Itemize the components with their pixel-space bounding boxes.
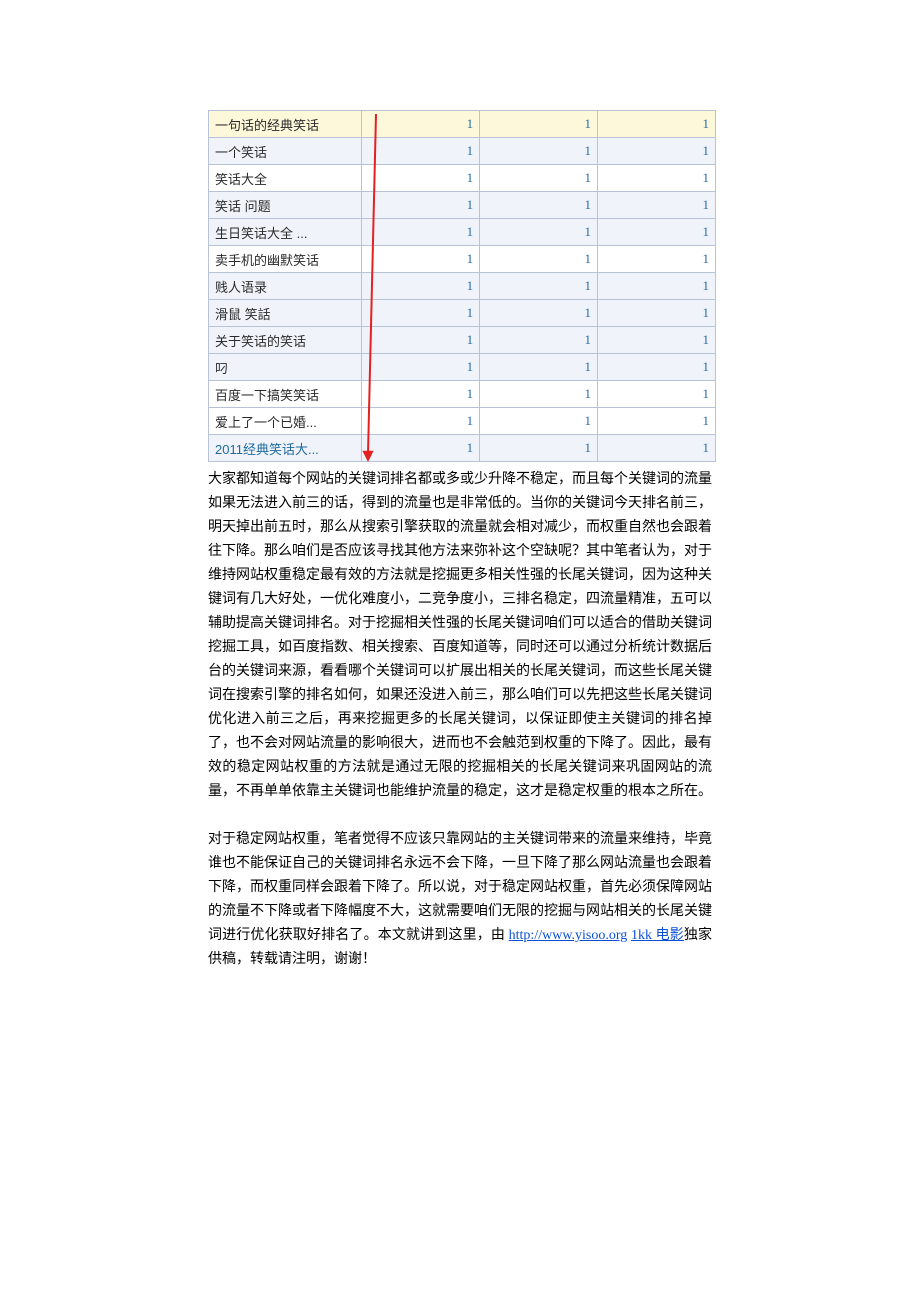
keyword-cell: 一句话的经典笑话 <box>209 111 362 138</box>
value-cell-2: 1 <box>480 354 598 381</box>
value-cell-1: 1 <box>362 138 480 165</box>
source-url-link[interactable]: http://www.yisoo.org <box>509 928 628 943</box>
table-row: 2011经典笑话大...111 <box>209 435 716 462</box>
value-cell-1: 1 <box>362 408 480 435</box>
table-row: 百度一下搞笑笑话111 <box>209 381 716 408</box>
value-cell-1: 1 <box>362 300 480 327</box>
table-with-arrow: 一句话的经典笑话111一个笑话111笑话大全111笑话 问题111生日笑话大全 … <box>208 110 716 462</box>
source-name-link[interactable]: 1kk 电影 <box>631 928 684 943</box>
value-cell-2: 1 <box>480 273 598 300</box>
value-cell-3: 1 <box>598 327 716 354</box>
table-row: 关于笑话的笑话111 <box>209 327 716 354</box>
value-cell-2: 1 <box>480 165 598 192</box>
value-cell-2: 1 <box>480 327 598 354</box>
value-cell-2: 1 <box>480 300 598 327</box>
table-row: 笑话大全111 <box>209 165 716 192</box>
value-cell-3: 1 <box>598 435 716 462</box>
document-page: 一句话的经典笑话111一个笑话111笑话大全111笑话 问题111生日笑话大全 … <box>0 0 920 1032</box>
value-cell-2: 1 <box>480 219 598 246</box>
value-cell-3: 1 <box>598 300 716 327</box>
value-cell-3: 1 <box>598 192 716 219</box>
keyword-cell: 生日笑话大全 ... <box>209 219 362 246</box>
table-row: 生日笑话大全 ...111 <box>209 219 716 246</box>
keyword-cell: 笑话大全 <box>209 165 362 192</box>
value-cell-1: 1 <box>362 165 480 192</box>
value-cell-2: 1 <box>480 408 598 435</box>
keyword-cell: 卖手机的幽默笑话 <box>209 246 362 273</box>
paragraph-2: 对于稳定网站权重，笔者觉得不应该只靠网站的主关键词带来的流量来维持，毕竟谁也不能… <box>208 828 712 972</box>
value-cell-3: 1 <box>598 381 716 408</box>
value-cell-3: 1 <box>598 354 716 381</box>
value-cell-1: 1 <box>362 111 480 138</box>
value-cell-3: 1 <box>598 219 716 246</box>
table-row: 一个笑话111 <box>209 138 716 165</box>
value-cell-1: 1 <box>362 435 480 462</box>
keyword-cell: 笑话 问题 <box>209 192 362 219</box>
value-cell-1: 1 <box>362 327 480 354</box>
table-row: 爱上了一个已婚...111 <box>209 408 716 435</box>
keyword-cell: 滑鼠 笑話 <box>209 300 362 327</box>
value-cell-2: 1 <box>480 435 598 462</box>
value-cell-2: 1 <box>480 246 598 273</box>
keyword-cell: 叼 <box>209 354 362 381</box>
keyword-cell: 2011经典笑话大... <box>209 435 362 462</box>
value-cell-3: 1 <box>598 165 716 192</box>
keyword-cell: 爱上了一个已婚... <box>209 408 362 435</box>
value-cell-1: 1 <box>362 246 480 273</box>
value-cell-2: 1 <box>480 381 598 408</box>
table-row: 笑话 问题111 <box>209 192 716 219</box>
value-cell-1: 1 <box>362 273 480 300</box>
value-cell-3: 1 <box>598 273 716 300</box>
value-cell-2: 1 <box>480 138 598 165</box>
value-cell-3: 1 <box>598 111 716 138</box>
value-cell-1: 1 <box>362 354 480 381</box>
value-cell-3: 1 <box>598 408 716 435</box>
keyword-cell: 关于笑话的笑话 <box>209 327 362 354</box>
keyword-cell: 一个笑话 <box>209 138 362 165</box>
value-cell-3: 1 <box>598 138 716 165</box>
table-row: 叼111 <box>209 354 716 381</box>
value-cell-1: 1 <box>362 219 480 246</box>
value-cell-1: 1 <box>362 381 480 408</box>
keyword-cell: 百度一下搞笑笑话 <box>209 381 362 408</box>
value-cell-2: 1 <box>480 192 598 219</box>
keyword-table: 一句话的经典笑话111一个笑话111笑话大全111笑话 问题111生日笑话大全 … <box>208 110 716 462</box>
keyword-cell: 贱人语录 <box>209 273 362 300</box>
para2-pre-text: 对于稳定网站权重，笔者觉得不应该只靠网站的主关键词带来的流量来维持，毕竟谁也不能… <box>208 832 712 943</box>
value-cell-1: 1 <box>362 192 480 219</box>
value-cell-3: 1 <box>598 246 716 273</box>
paragraph-1: 大家都知道每个网站的关键词排名都或多或少升降不稳定，而且每个关键词的流量如果无法… <box>208 468 712 804</box>
value-cell-2: 1 <box>480 111 598 138</box>
table-row: 滑鼠 笑話111 <box>209 300 716 327</box>
table-row: 贱人语录111 <box>209 273 716 300</box>
table-row: 一句话的经典笑话111 <box>209 111 716 138</box>
table-row: 卖手机的幽默笑话111 <box>209 246 716 273</box>
